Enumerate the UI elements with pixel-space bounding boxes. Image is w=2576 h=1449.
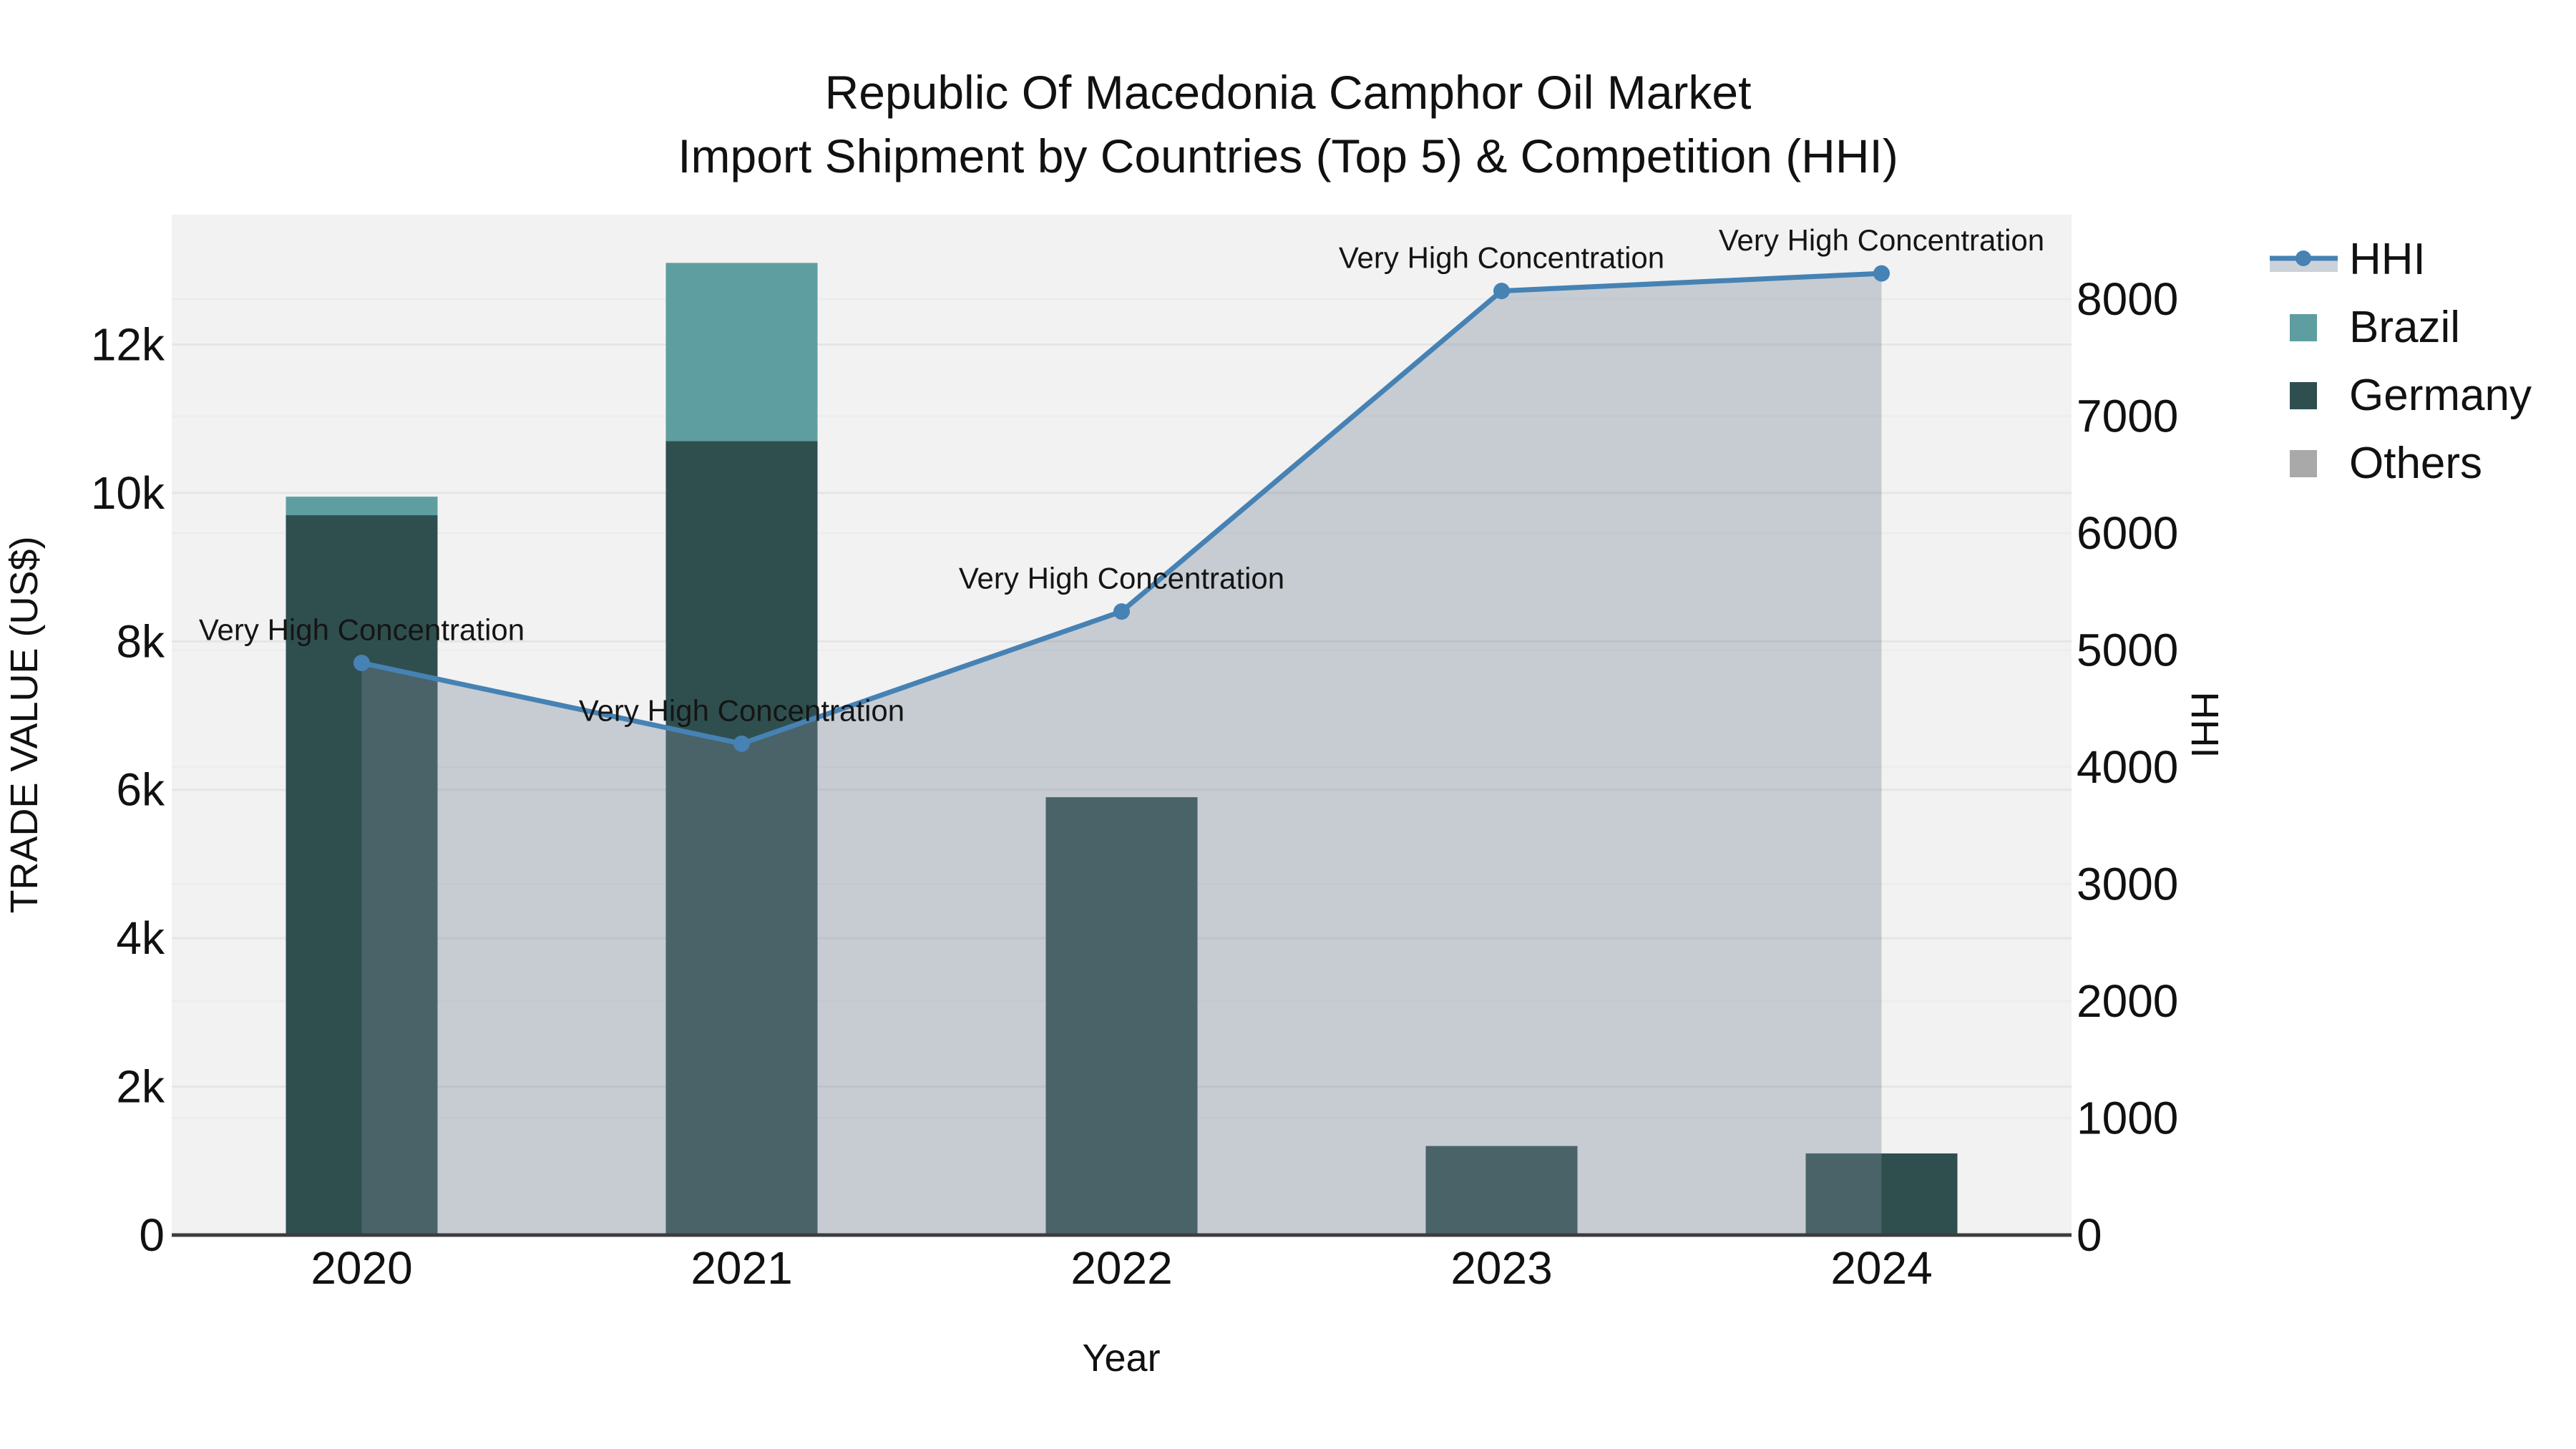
y-left-tick-label: 4k: [116, 912, 165, 964]
y-left-axis-title: TRADE VALUE (US$): [3, 536, 46, 914]
hhi-marker-2020[interactable]: [353, 655, 370, 672]
y-left-tick-label: 2k: [116, 1061, 165, 1113]
annotation-2022: Very High Concentration: [959, 562, 1284, 595]
bar-brazil-2020[interactable]: [286, 497, 438, 516]
annotation-2021: Very High Concentration: [579, 693, 904, 727]
chart-title: Republic Of Macedonia Camphor Oil Market…: [0, 61, 2576, 188]
bar-brazil-2021[interactable]: [665, 263, 818, 441]
legend-item-brazil[interactable]: Brazil: [2270, 293, 2532, 361]
others-swatch-icon: [2290, 449, 2317, 477]
y-right-tick-label: 7000: [2077, 391, 2178, 442]
legend: HHI Brazil Germany Others: [2270, 225, 2532, 497]
y-right-tick-label: 2000: [2077, 975, 2178, 1027]
y-right-tick-label: 1000: [2077, 1093, 2178, 1144]
hhi-marker-2024[interactable]: [1873, 265, 1890, 282]
hhi-line-sample: [2270, 244, 2338, 275]
y-right-tick-label: 0: [2077, 1209, 2102, 1261]
y-right-tick-label: 8000: [2077, 273, 2178, 325]
hhi-marker-2022[interactable]: [1113, 603, 1130, 620]
y-left-tick-label: 10k: [91, 467, 165, 519]
legend-label-others: Others: [2349, 439, 2483, 488]
y-left-tick-label: 6k: [116, 764, 165, 816]
x-tick-label-2023: 2023: [1450, 1242, 1552, 1294]
annotation-2023: Very High Concentration: [1339, 241, 1664, 275]
annotation-2020: Very High Concentration: [199, 613, 525, 647]
legend-label-brazil: Brazil: [2349, 303, 2461, 352]
y-right-tick-label: 3000: [2077, 859, 2178, 910]
chart-title-line2: Import Shipment by Countries (Top 5) & C…: [678, 130, 1898, 182]
x-tick-label-2020: 2020: [311, 1242, 412, 1294]
legend-item-others[interactable]: Others: [2270, 429, 2532, 497]
y-left-tick-label: 0: [139, 1209, 165, 1261]
y-right-axis-title: HHI: [2183, 691, 2226, 758]
x-tick-label-2022: 2022: [1070, 1242, 1172, 1294]
y-left-tick-label: 12k: [91, 318, 165, 370]
y-right-tick-label: 4000: [2077, 741, 2178, 793]
bar-germany-2024[interactable]: [1805, 1153, 1958, 1235]
bar-germany-2022[interactable]: [1045, 797, 1198, 1235]
x-axis-title: Year: [1082, 1337, 1161, 1380]
chart-title-line1: Republic Of Macedonia Camphor Oil Market: [824, 66, 1752, 119]
hhi-sample-marker: [2296, 250, 2311, 266]
legend-label-hhi: HHI: [2349, 235, 2426, 284]
x-tick-label-2021: 2021: [691, 1242, 792, 1294]
legend-item-hhi[interactable]: HHI: [2270, 225, 2532, 293]
hhi-marker-2023[interactable]: [1493, 283, 1510, 300]
legend-item-germany[interactable]: Germany: [2270, 361, 2532, 429]
hhi-marker-2021[interactable]: [733, 735, 750, 752]
legend-label-germany: Germany: [2349, 371, 2532, 420]
bar-germany-2021[interactable]: [665, 441, 818, 1235]
y-right-tick-label: 6000: [2077, 507, 2178, 559]
hhi-sample-area-fill: [2270, 260, 2338, 272]
annotation-2024: Very High Concentration: [1719, 223, 2044, 257]
y-left-tick-label: 8k: [116, 615, 165, 667]
x-tick-label-2024: 2024: [1830, 1242, 1932, 1294]
bar-germany-2023[interactable]: [1425, 1146, 1578, 1235]
hhi-area-fill: [361, 273, 1882, 1236]
brazil-swatch-icon: [2290, 313, 2317, 341]
y-right-tick-label: 5000: [2077, 625, 2178, 676]
germany-swatch-icon: [2290, 381, 2317, 409]
bar-germany-2020[interactable]: [286, 515, 438, 1235]
